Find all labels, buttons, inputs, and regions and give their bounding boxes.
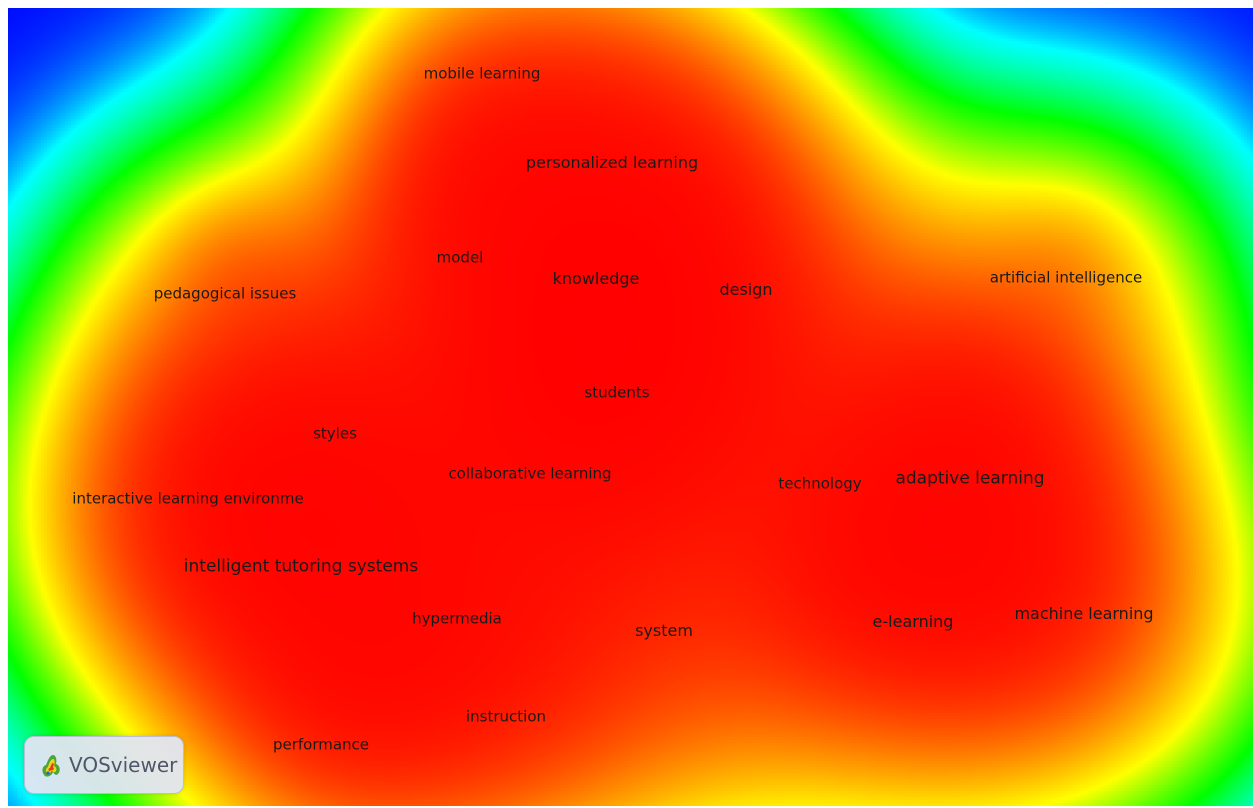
term-pedagogical-issues[interactable]: pedagogical issues: [153, 284, 297, 303]
term-adaptive-learning[interactable]: adaptive learning: [895, 468, 1045, 489]
vosviewer-logo-icon: [42, 755, 60, 777]
term-styles[interactable]: styles: [313, 424, 357, 443]
term-hypermedia[interactable]: hypermedia: [412, 609, 502, 628]
term-performance[interactable]: performance: [272, 735, 370, 754]
term-students[interactable]: students: [584, 383, 650, 402]
term-personalized-learning[interactable]: personalized learning: [525, 153, 699, 172]
term-knowledge[interactable]: knowledge: [552, 269, 640, 288]
term-instruction[interactable]: instruction: [465, 707, 547, 726]
term-system[interactable]: system: [635, 621, 693, 640]
term-artificial-intelligence[interactable]: artificial intelligence: [989, 268, 1143, 287]
term-technology[interactable]: technology: [778, 474, 862, 493]
term-design[interactable]: design: [719, 280, 773, 299]
term-interactive-learning-environme[interactable]: interactive learning environme: [72, 489, 304, 508]
term-collaborative-learning[interactable]: collaborative learning: [448, 464, 612, 483]
density-heatmap[interactable]: [8, 8, 1253, 806]
term-mobile-learning[interactable]: mobile learning: [423, 64, 541, 83]
term-e-learning[interactable]: e-learning: [872, 612, 954, 631]
vosviewer-badge[interactable]: VOSviewer: [24, 736, 184, 794]
term-machine-learning[interactable]: machine learning: [1014, 604, 1154, 623]
density-visualization[interactable]: mobile learning personalized learning mo…: [8, 8, 1253, 806]
term-intelligent-tutoring-systems[interactable]: intelligent tutoring systems: [183, 556, 419, 577]
term-model[interactable]: model: [436, 248, 484, 267]
vosviewer-badge-label: VOSviewer: [69, 753, 178, 777]
